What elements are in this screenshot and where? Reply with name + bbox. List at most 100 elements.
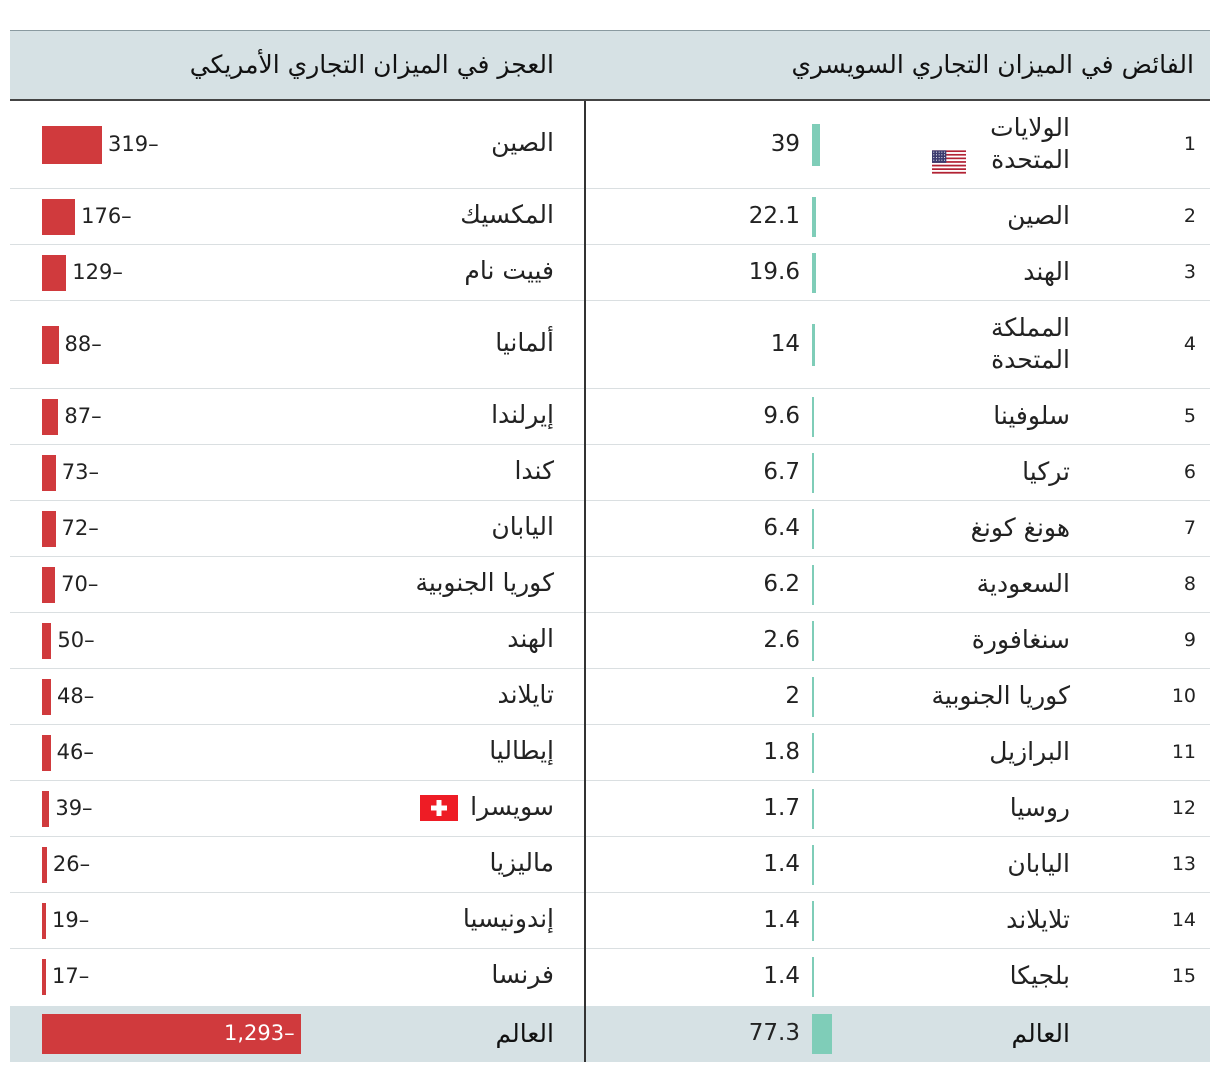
us-partner-name: تايلاند: [497, 680, 554, 709]
us-deficit-value: 39–: [55, 796, 93, 820]
swiss-partner-name: تركيا: [1022, 457, 1070, 486]
swiss-partner-name: المملكة المتحدة: [870, 312, 1070, 376]
swiss-surplus-value: 22.1: [748, 203, 800, 229]
us-partner-name: إندونيسيا: [462, 904, 554, 933]
swiss-surplus-bar: [812, 453, 814, 493]
rank-number: 5: [1183, 405, 1196, 427]
table-row: 7 هونغ كونغ 6.4 اليابان 72–: [10, 501, 1210, 557]
swiss-surplus-bar: [812, 677, 814, 717]
swiss-partner-name: الولايات المتحدة: [870, 112, 1070, 176]
us-deficit-bar: [42, 326, 59, 364]
rank-number: 3: [1183, 261, 1196, 283]
us-deficit-value: 129–: [72, 260, 123, 284]
rank-number: 9: [1183, 629, 1196, 651]
us-deficit-value: 73–: [61, 460, 99, 484]
table-row: 10 كوريا الجنوبية 2 تايلاند 48–: [10, 669, 1210, 725]
swiss-surplus-title: الفائض في الميزان التجاري السويسري: [791, 50, 1194, 79]
swiss-surplus-value: 1.8: [763, 739, 800, 765]
row-separator: [10, 948, 1210, 949]
swiss-partner-name: سنغافورة: [971, 625, 1070, 654]
swiss-surplus-bar: [812, 509, 814, 549]
rank-number: 13: [1171, 853, 1196, 875]
swiss-world-value: 77.3: [748, 1020, 800, 1046]
us-deficit-title: العجز في الميزان التجاري الأمريكي: [189, 50, 554, 79]
us-deficit-bar: [42, 903, 46, 939]
us-flag-icon: [932, 150, 966, 174]
swiss-surplus-value: 1.4: [763, 907, 800, 933]
swiss-surplus-value: 9.6: [763, 403, 800, 429]
swiss-partner-name: البرازيل: [989, 737, 1070, 766]
swiss-partner-name: هونغ كونغ: [970, 513, 1070, 542]
trade-balance-table: الفائض في الميزان التجاري السويسري العجز…: [10, 30, 1210, 1062]
table-row: 13 اليابان 1.4 ماليزيا 26–: [10, 837, 1210, 893]
swiss-surplus-value: 2: [785, 683, 800, 709]
row-separator: [10, 444, 1210, 445]
swiss-surplus-value: 1.7: [763, 795, 800, 821]
table-header: الفائض في الميزان التجاري السويسري العجز…: [10, 31, 1210, 101]
swiss-partner-name: السعودية: [976, 569, 1070, 598]
table-row: 5 سلوفينا 9.6 إيرلندا 87–: [10, 389, 1210, 445]
rank-number: 6: [1183, 461, 1196, 483]
us-world-label: العالم: [495, 1019, 555, 1048]
swiss-surplus-bar: [812, 197, 817, 237]
world-total-row: العالم العالم 77.3 1,293–: [10, 1006, 1210, 1062]
us-deficit-bar: [42, 199, 76, 235]
us-deficit-value: 70–: [61, 572, 99, 596]
us-deficit-value: 26–: [52, 852, 91, 876]
us-deficit-bar: [42, 567, 56, 603]
row-separator: [10, 668, 1210, 669]
swiss-surplus-bar: [812, 565, 814, 605]
us-partner-name: إيطاليا: [489, 736, 554, 765]
row-separator: [10, 724, 1210, 725]
table-row: 8 السعودية 6.2 كوريا الجنوبية 70–: [10, 557, 1210, 613]
swiss-surplus-bar: [812, 253, 816, 293]
row-separator: [10, 892, 1210, 893]
us-deficit-value: 48–: [57, 684, 95, 708]
row-separator: [10, 836, 1210, 837]
row-separator: [10, 188, 1210, 189]
us-deficit-bar: [42, 255, 67, 291]
us-partner-name: ألمانيا: [495, 328, 554, 357]
us-deficit-bar: [42, 511, 56, 547]
us-partner-name: ماليزيا: [489, 848, 554, 877]
row-separator: [10, 500, 1210, 501]
name-line: المملكة: [991, 313, 1070, 342]
us-partner-name: الصين: [491, 128, 554, 157]
swiss-surplus-bar: [812, 733, 814, 773]
row-separator: [10, 780, 1210, 781]
swiss-surplus-bar: [812, 789, 814, 829]
table-row: 15 بلجيكا 1.4 فرنسا 17–: [10, 949, 1210, 1005]
swiss-surplus-value: 6.2: [763, 571, 800, 597]
row-separator: [10, 244, 1210, 245]
rank-number: 4: [1183, 333, 1196, 355]
swiss-surplus-bar: [812, 124, 820, 166]
table-row: 3 الهند 19.6 فييت نام 129–: [10, 245, 1210, 301]
swiss-surplus-value: 14: [770, 331, 800, 357]
table-row: 2 الصين 22.1 المكسيك 176–: [10, 189, 1210, 245]
swiss-surplus-bar: [812, 397, 814, 437]
name-line: الولايات: [990, 113, 1070, 142]
us-deficit-bar: [42, 126, 102, 164]
us-deficit-bar: [42, 623, 52, 659]
table-row: 12 روسيا 1.7 سويسرا 39–: [10, 781, 1210, 837]
us-deficit-bar: [42, 847, 47, 883]
swiss-surplus-value: 6.7: [763, 459, 800, 485]
us-deficit-value: 87–: [64, 404, 102, 428]
swiss-partner-name: الهند: [1023, 257, 1070, 286]
swiss-surplus-value: 39: [770, 131, 800, 157]
us-deficit-value: 319–: [108, 132, 159, 156]
us-deficit-value: 46–: [56, 740, 94, 764]
swiss-surplus-value: 1.4: [763, 851, 800, 877]
swiss-partner-name: تلايلاند: [1006, 905, 1070, 934]
us-partner-name: سويسرا: [470, 792, 554, 821]
row-separator: [10, 388, 1210, 389]
us-partner-name: كوريا الجنوبية: [415, 568, 554, 597]
us-deficit-value: 72–: [61, 516, 99, 540]
table-row: 1 الولايات المتحدة 39 الصين 319–: [10, 101, 1210, 189]
us-partner-name: فرنسا: [491, 960, 554, 989]
swiss-surplus-bar: [812, 901, 814, 941]
swiss-partner-name: روسيا: [1009, 793, 1070, 822]
row-separator: [10, 300, 1210, 301]
rank-number: 12: [1171, 797, 1196, 819]
us-partner-name: فييت نام: [464, 256, 554, 285]
